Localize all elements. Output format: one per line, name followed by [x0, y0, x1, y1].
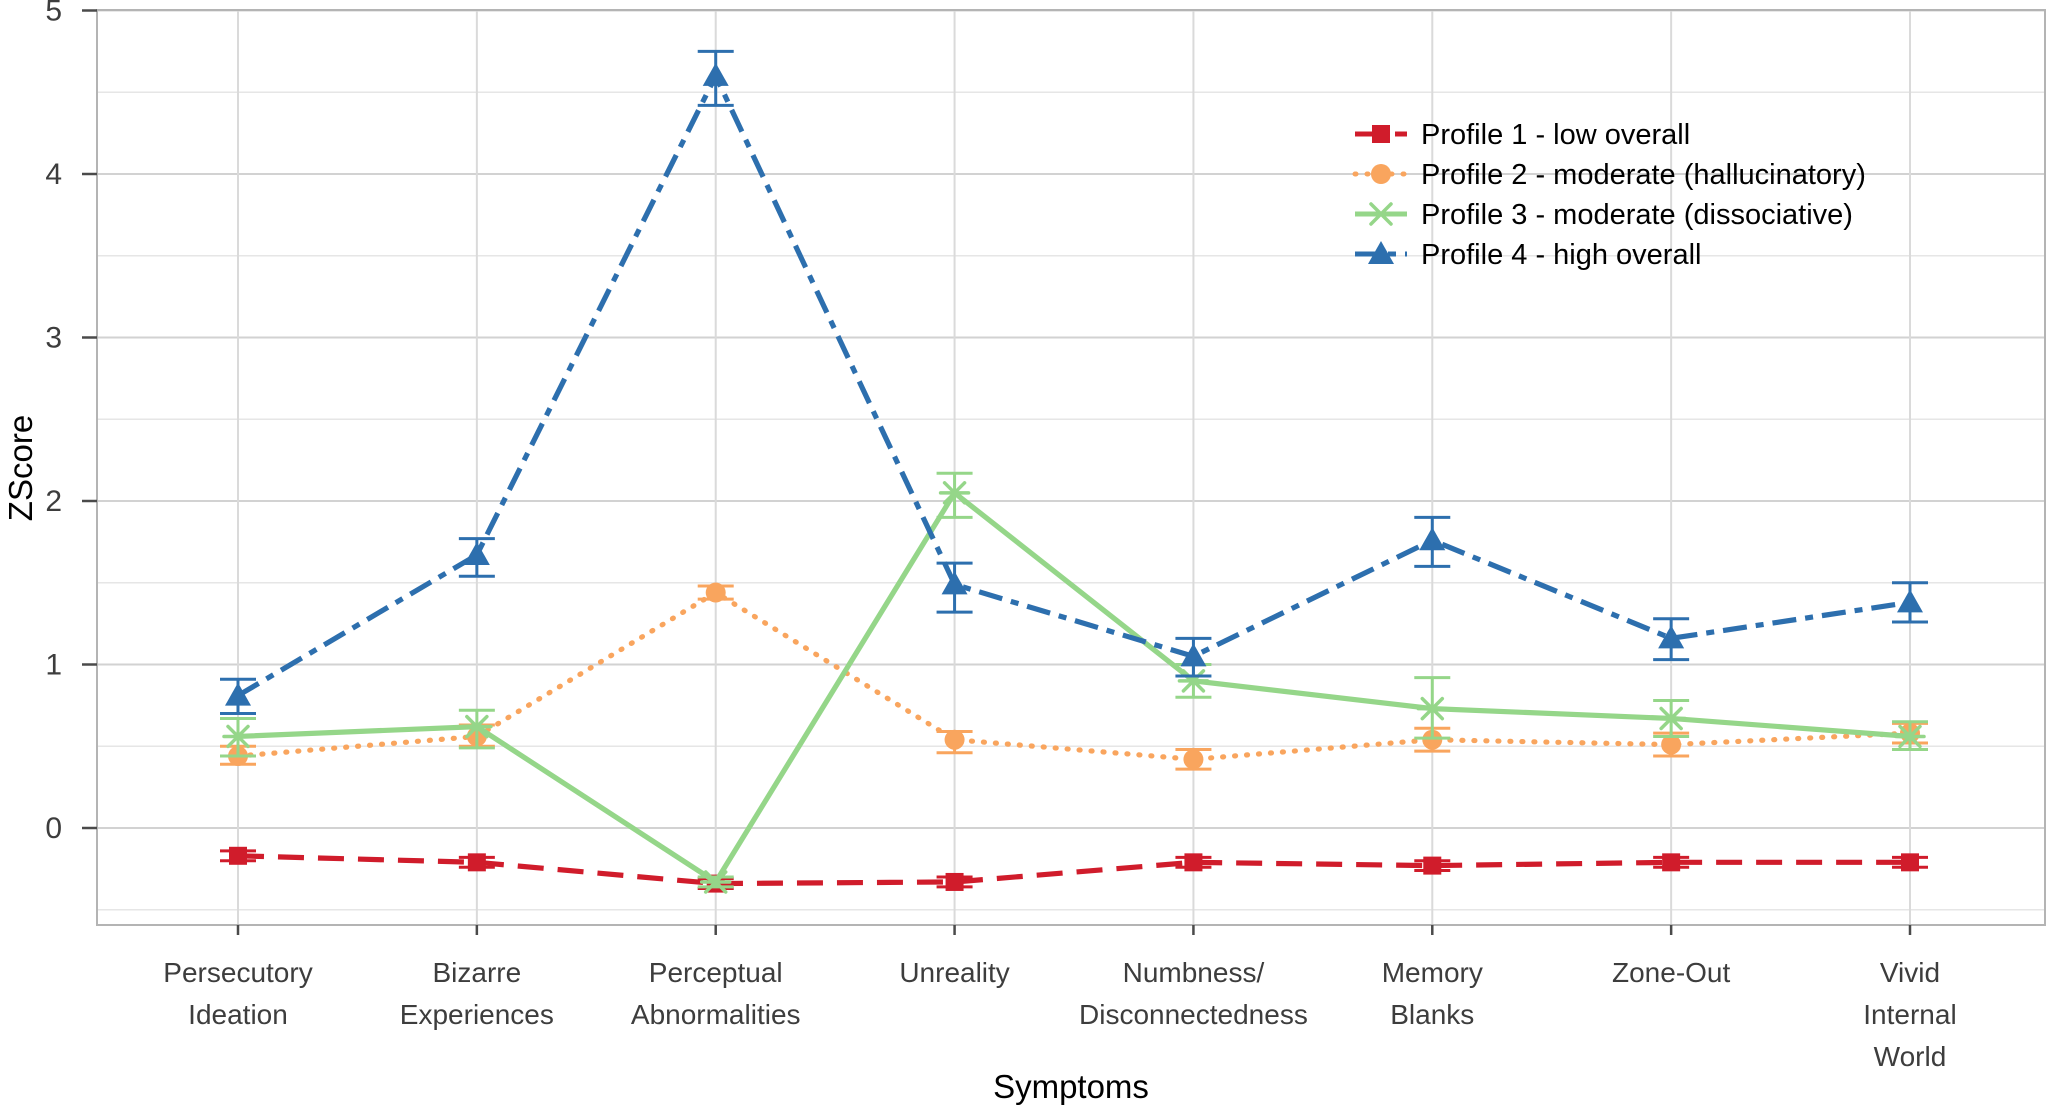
- data-point-marker: [1894, 724, 1926, 749]
- data-point-marker: [1419, 527, 1446, 551]
- data-point-marker: [938, 481, 971, 505]
- x-tick-label: Perceptual Abnormalities: [631, 957, 801, 1030]
- x-tick-label: Persecutory Ideation: [163, 957, 312, 1030]
- data-point-marker: [705, 582, 726, 603]
- data-point-marker: [1177, 669, 1210, 693]
- data-point-marker: [941, 571, 968, 595]
- data-point-marker: [1371, 164, 1391, 184]
- data-point-marker: [944, 729, 965, 750]
- series-profile-4-high-overall: [220, 49, 1928, 716]
- legend-label: Profile 1 - low overall: [1421, 119, 1690, 151]
- x-axis-title: Symptoms: [993, 1068, 1149, 1105]
- grid-layer: [96, 9, 2046, 926]
- data-point-marker: [225, 682, 251, 706]
- data-point-marker: [945, 872, 964, 891]
- data-point-marker: [1655, 706, 1687, 731]
- data-point-marker: [1661, 734, 1682, 755]
- panel-border: [96, 9, 2046, 926]
- y-tick-label: 3: [45, 322, 62, 355]
- axis-layer: ZScore Symptoms 0 1 2 3 4 5 Persecutory Ideatio…: [2, 0, 1957, 1105]
- y-tick-label: 4: [45, 158, 62, 191]
- data-point-marker: [1900, 853, 1919, 872]
- data-point-marker: [1183, 749, 1204, 770]
- y-tick-label: 0: [45, 812, 62, 845]
- data-point-marker: [1422, 729, 1443, 750]
- legend-marker: [1355, 125, 1407, 143]
- data-point-marker: [463, 541, 490, 565]
- data-point-marker: [1365, 202, 1397, 226]
- data-point-marker: [702, 62, 729, 86]
- data-point-marker: [1662, 853, 1681, 872]
- x-tick-label: Vivid Internal World: [1863, 957, 1956, 1072]
- data-point-marker: [1423, 856, 1442, 875]
- data-point-marker: [1896, 589, 1923, 613]
- legend-item: Profile 3 - moderate (dissociative): [1355, 199, 1853, 231]
- data-point-marker: [1372, 125, 1390, 143]
- series-line: [237, 488, 1911, 886]
- data-point-marker: [1416, 696, 1449, 721]
- x-tick-label: Numbness/Disconnectedness: [1079, 957, 1308, 1030]
- data-point-marker: [1184, 853, 1203, 872]
- series-line: [237, 853, 1910, 887]
- y-tick-label: 2: [45, 485, 62, 518]
- legend-item: Profile 1 - low overall: [1355, 119, 1690, 151]
- series-profile-1-low-overall: [220, 846, 1928, 893]
- data-point-marker: [1180, 643, 1207, 667]
- data-point-marker: [461, 714, 493, 739]
- series-line: [235, 589, 1913, 762]
- y-tick-label: 5: [45, 0, 62, 28]
- series-layer: [220, 49, 1928, 894]
- x-tick-label: Bizarre Experiences: [400, 957, 554, 1030]
- y-tick-label: 1: [45, 649, 62, 682]
- series-profile-3-moderate-dissociative: [220, 471, 1928, 894]
- y-axis-title: ZScore: [2, 415, 39, 521]
- data-point-marker: [222, 724, 254, 749]
- series-line: [236, 69, 1911, 698]
- legend-item: Profile 4 - high overall: [1355, 239, 1701, 271]
- legend-marker: [1355, 241, 1407, 264]
- x-tick-label: Zone-Out: [1612, 957, 1730, 988]
- data-point-marker: [229, 846, 247, 865]
- legend-marker: [1355, 202, 1407, 226]
- legend-label: Profile 2 - moderate (hallucinatory): [1421, 159, 1866, 191]
- legend-item: Profile 2 - moderate (hallucinatory): [1352, 159, 1866, 191]
- legend-label: Profile 4 - high overall: [1421, 239, 1701, 271]
- data-point-marker: [1368, 241, 1394, 264]
- data-point-marker: [467, 853, 486, 872]
- legend-marker: [1352, 164, 1410, 184]
- x-tick-label: Memory Blanks: [1382, 957, 1483, 1030]
- data-point-marker: [1658, 625, 1685, 649]
- x-tick-label: Unreality: [899, 957, 1009, 988]
- legend-label: Profile 3 - moderate (dissociative): [1421, 199, 1853, 231]
- legend: Profile 1 - low overall Profile 2 - moder…: [1352, 119, 1866, 271]
- data-point-marker: [699, 870, 732, 894]
